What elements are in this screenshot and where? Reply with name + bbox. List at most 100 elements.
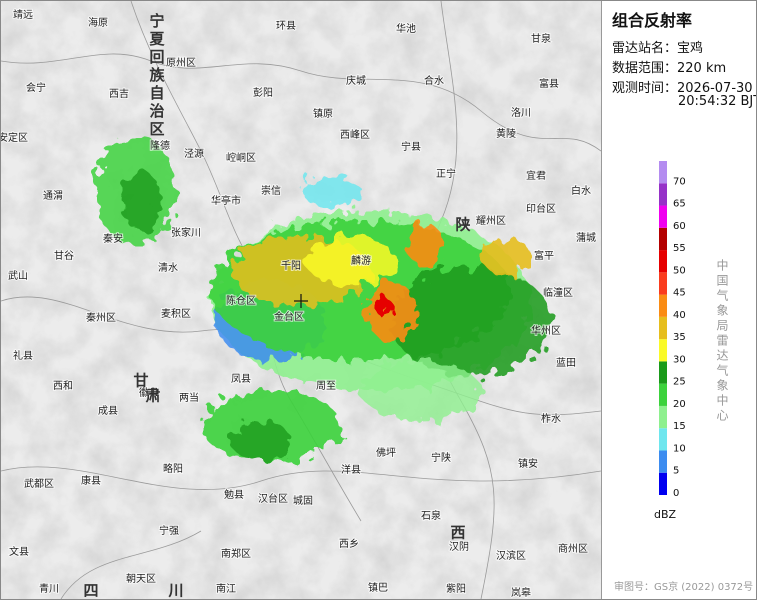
place-label: 蓝田 <box>556 357 576 369</box>
legend-value: 0 <box>673 488 679 499</box>
place-label: 白水 <box>571 184 591 197</box>
place-label: 甘谷 <box>54 249 74 262</box>
place-label: 南郑区 <box>221 547 251 560</box>
place-label: 海原 <box>88 16 108 29</box>
place-label: 正宁 <box>436 167 456 180</box>
legend-value: 65 <box>673 199 686 210</box>
region-label: 肃 <box>145 387 160 405</box>
place-label: 宁县 <box>401 140 421 153</box>
time-value: 20:54:32 BJT <box>678 94 757 109</box>
place-label: 金台区 <box>274 310 304 323</box>
place-label: 南江 <box>216 582 236 595</box>
legend-value: 15 <box>673 421 686 432</box>
place-label: 宁强 <box>159 524 179 537</box>
legend-value: 10 <box>673 443 686 454</box>
place-label: 通渭 <box>43 190 63 202</box>
legend-swatch <box>659 227 667 251</box>
legend-swatch <box>659 472 667 495</box>
legend-swatch <box>659 205 667 228</box>
legend-swatch <box>659 361 667 384</box>
place-label: 西和 <box>53 380 73 392</box>
place-label: 成县 <box>98 405 118 417</box>
station-row: 雷达站名：宝鸡 <box>612 37 703 56</box>
legend-value: 25 <box>673 377 686 388</box>
place-label: 临潼区 <box>543 286 573 299</box>
place-label: 镇巴 <box>368 581 388 594</box>
place-label: 西乡 <box>339 538 359 550</box>
credit: 中国气象局雷达气象中心 <box>715 259 729 424</box>
place-label: 清水 <box>158 261 178 274</box>
time-row: 观测时间：2026-07-30 <box>612 77 753 96</box>
place-label: 凤县 <box>231 373 251 385</box>
title: 组合反射率 <box>612 11 693 30</box>
place-label: 彭阳 <box>253 86 273 99</box>
legend-swatch <box>659 272 667 295</box>
place-label: 文县 <box>9 545 29 558</box>
place-label: 隆德 <box>150 139 170 152</box>
place-label: 安定区 <box>1 131 28 144</box>
place-label: 洛川 <box>511 106 531 119</box>
place-label: 秦安 <box>103 232 123 245</box>
place-label: 武都区 <box>24 477 54 490</box>
region-label: 宁夏回族自治区 <box>148 12 166 139</box>
legend-swatch <box>659 161 667 184</box>
place-label: 西峰区 <box>340 129 370 141</box>
radar-site <box>294 294 308 308</box>
place-label: 宜君 <box>526 169 546 182</box>
label: 雷达站名： <box>612 41 678 56</box>
place-label: 西吉 <box>109 88 129 100</box>
place-label: 两当 <box>179 391 199 404</box>
legend-value: 55 <box>673 243 686 254</box>
place-label: 庆城 <box>346 74 366 87</box>
place-label: 陈仓区 <box>226 294 256 307</box>
place-label: 崇信 <box>261 185 281 197</box>
place-label: 礼县 <box>13 349 33 362</box>
place-label: 原州区 <box>166 57 196 69</box>
place-label: 蒲城 <box>576 231 596 244</box>
place-label: 朝天区 <box>126 573 156 585</box>
label: 观测时间： <box>612 81 678 96</box>
radar-echoes <box>96 136 551 461</box>
place-label: 环县 <box>276 20 296 32</box>
label: 数据范围： <box>612 61 678 76</box>
place-label: 商州区 <box>558 542 588 555</box>
legend-swatch <box>659 405 667 429</box>
place-label: 石泉 <box>421 509 441 522</box>
legend-swatch <box>659 428 667 451</box>
place-label: 千阳 <box>281 260 301 272</box>
legend-value: 30 <box>673 354 686 365</box>
place-label: 富县 <box>539 77 559 90</box>
place-label: 靖远 <box>13 8 33 21</box>
legend-value: 5 <box>673 466 679 477</box>
legend-swatch <box>659 183 667 206</box>
place-label: 麟游 <box>351 254 371 267</box>
place-label: 城固 <box>293 495 313 507</box>
legend-swatch <box>659 339 667 362</box>
legend-value: 45 <box>673 288 686 299</box>
place-label: 张家川 <box>171 226 201 239</box>
review-number: 审图号：GS京 (2022) 0372号 <box>614 582 754 593</box>
legend-value: 35 <box>673 332 686 343</box>
place-label: 华州区 <box>531 324 561 337</box>
legend-value: 70 <box>673 176 686 187</box>
legend-value: 40 <box>673 310 686 321</box>
value: 220 km <box>677 61 727 76</box>
place-label: 武山 <box>8 269 28 282</box>
region-label: 陕 <box>455 216 470 234</box>
legend-swatch <box>659 294 667 317</box>
region-label: 川 <box>167 582 183 600</box>
legend-swatch <box>659 450 667 473</box>
range-row: 数据范围：220 km <box>612 57 726 76</box>
legend-value: 60 <box>673 221 686 232</box>
place-label: 泾源 <box>184 147 204 160</box>
place-label: 甘泉 <box>531 32 551 45</box>
place-label: 秦州区 <box>86 311 116 324</box>
info-panel: 组合反射率 雷达站名：宝鸡 数据范围：220 km 观测时间：2026-07-3… <box>601 1 757 599</box>
place-label: 洋县 <box>341 463 361 476</box>
place-label: 印台区 <box>526 202 556 215</box>
place-label: 耀州区 <box>476 215 506 227</box>
region-label: 甘 <box>133 372 148 390</box>
place-label: 周至 <box>316 380 336 392</box>
